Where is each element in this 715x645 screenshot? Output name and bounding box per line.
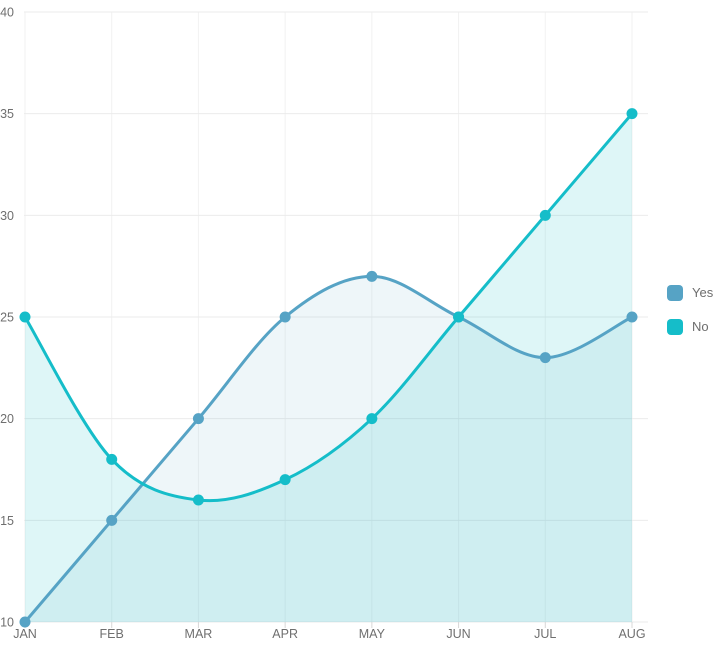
x-axis-label: JAN: [13, 627, 37, 641]
x-axis-label: JUL: [534, 627, 556, 641]
data-point-marker[interactable]: [106, 514, 118, 526]
y-axis-label: 15: [0, 514, 14, 528]
y-axis-label: 25: [0, 311, 14, 325]
x-axis-label: MAR: [185, 627, 213, 641]
data-point-marker[interactable]: [626, 108, 638, 120]
data-point-marker[interactable]: [453, 311, 465, 323]
x-axis-label: APR: [272, 627, 298, 641]
legend-label-no: No: [692, 319, 709, 334]
data-point-marker[interactable]: [19, 616, 31, 628]
chart-legend: Yes No: [667, 285, 713, 335]
data-point-marker[interactable]: [192, 413, 204, 425]
legend-swatch-no: [667, 319, 683, 335]
x-axis-label: JUN: [446, 627, 470, 641]
legend-swatch-yes: [667, 285, 683, 301]
y-axis-label: 10: [0, 616, 14, 630]
y-axis-labels: 10 15 20 25 30 35 40: [0, 6, 14, 630]
series-markers-no: [19, 108, 638, 506]
data-point-marker[interactable]: [539, 352, 551, 364]
data-point-marker[interactable]: [192, 494, 204, 506]
data-point-marker[interactable]: [539, 209, 551, 221]
y-axis-label: 20: [0, 412, 14, 426]
legend-item-yes[interactable]: Yes: [667, 285, 713, 301]
x-axis-ticks: [24, 622, 633, 628]
data-point-marker[interactable]: [626, 311, 638, 323]
data-point-marker[interactable]: [279, 311, 291, 323]
x-axis-label: FEB: [100, 627, 124, 641]
data-point-marker[interactable]: [279, 474, 291, 486]
data-point-marker[interactable]: [19, 311, 31, 323]
x-axis-label: MAY: [359, 627, 386, 641]
series-area-yes: [25, 276, 632, 622]
data-point-marker[interactable]: [366, 270, 378, 282]
y-axis-label: 35: [0, 107, 14, 121]
legend-item-no[interactable]: No: [667, 319, 713, 335]
data-point-marker[interactable]: [106, 453, 118, 465]
data-point-marker[interactable]: [366, 413, 378, 425]
x-axis-labels: JAN FEB MAR APR MAY JUN JUL AUG: [13, 627, 645, 641]
series-area-no: [25, 113, 632, 623]
legend-label-yes: Yes: [692, 285, 714, 300]
y-axis-label: 30: [0, 209, 14, 223]
y-axis-label: 40: [0, 6, 14, 20]
x-axis-label: AUG: [618, 627, 645, 641]
